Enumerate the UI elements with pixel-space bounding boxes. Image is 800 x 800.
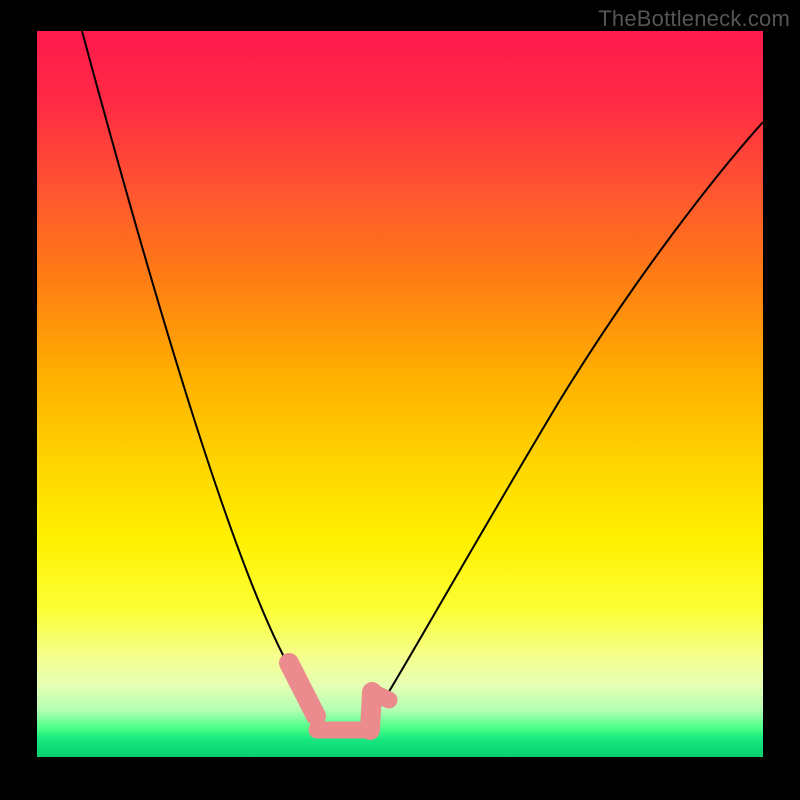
watermark-text: TheBottleneck.com xyxy=(598,6,790,32)
plot-area xyxy=(37,31,763,757)
pink-marker-segment xyxy=(372,692,389,700)
stage: TheBottleneck.com xyxy=(0,0,800,800)
gradient-background xyxy=(37,31,763,757)
bottleneck-chart xyxy=(0,0,800,800)
